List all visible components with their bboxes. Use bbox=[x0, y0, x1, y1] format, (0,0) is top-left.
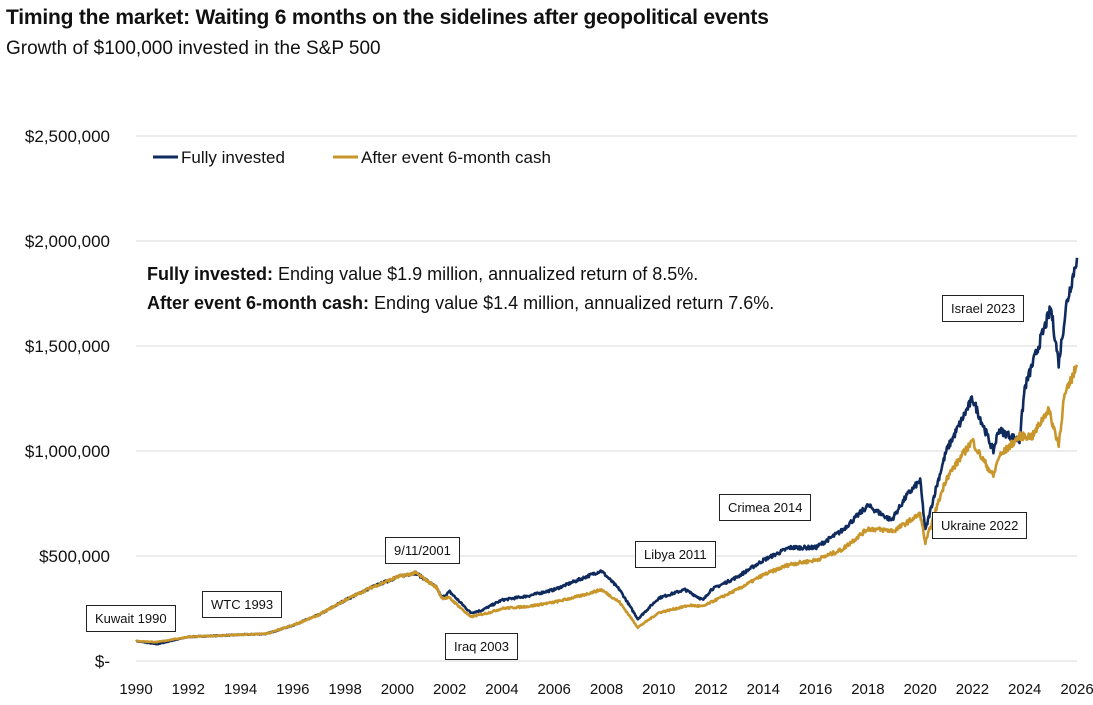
x-tick-label: 1992 bbox=[172, 681, 205, 698]
legend: Fully invested After event 6-month cash bbox=[153, 148, 551, 167]
y-tick-label: $1,000,000 bbox=[25, 442, 110, 461]
annotation-libya-2011: Libya 2011 bbox=[635, 541, 716, 568]
y-tick-label: $2,500,000 bbox=[25, 127, 110, 146]
note-after-event: After event 6-month cash: Ending value $… bbox=[147, 293, 774, 314]
y-tick-label: $1,500,000 bbox=[25, 337, 110, 356]
x-tick-label: 2010 bbox=[642, 681, 675, 698]
chart-subtitle: Growth of $100,000 invested in the S&P 5… bbox=[6, 38, 381, 59]
x-tick-label: 1990 bbox=[119, 681, 152, 698]
x-tick-label: 2004 bbox=[485, 681, 518, 698]
y-tick-label: $2,000,000 bbox=[25, 232, 110, 251]
x-tick-label: 1998 bbox=[328, 681, 361, 698]
note-text: Ending value $1.9 million, annualized re… bbox=[273, 264, 699, 284]
annotation-wtc-1993: WTC 1993 bbox=[202, 591, 283, 618]
x-tick-label: 1996 bbox=[276, 681, 309, 698]
legend-label-after-event: After event 6-month cash bbox=[361, 148, 551, 167]
annotation-ukraine-2022: Ukraine 2022 bbox=[932, 512, 1028, 539]
x-tick-label: 2006 bbox=[538, 681, 571, 698]
x-tick-label: 2018 bbox=[851, 681, 884, 698]
annotation-israel-2023: Israel 2023 bbox=[942, 295, 1025, 322]
x-tick-label: 2022 bbox=[956, 681, 989, 698]
x-tick-label: 2000 bbox=[381, 681, 414, 698]
x-tick-label: 2008 bbox=[590, 681, 623, 698]
annotation-crimea-2014: Crimea 2014 bbox=[719, 494, 812, 521]
x-tick-label: 2014 bbox=[747, 681, 780, 698]
series-line-after-event-cash bbox=[135, 364, 1079, 644]
legend-label-fully-invested: Fully invested bbox=[181, 148, 285, 167]
x-tick-label: 2016 bbox=[799, 681, 832, 698]
note-bold: After event 6-month cash: bbox=[147, 293, 370, 313]
note-fully-invested: Fully invested: Ending value $1.9 millio… bbox=[147, 264, 698, 285]
note-bold: Fully invested: bbox=[147, 264, 274, 284]
chart-title: Timing the market: Waiting 6 months on t… bbox=[6, 6, 769, 29]
x-tick-label: 2024 bbox=[1008, 681, 1041, 698]
annotation-kuwait-1990: Kuwait 1990 bbox=[86, 605, 176, 632]
note-text: Ending value $1.4 million, annualized re… bbox=[369, 293, 775, 313]
y-tick-label: $- bbox=[95, 652, 110, 671]
x-tick-label: 2026 bbox=[1060, 681, 1093, 698]
x-tick-label: 2012 bbox=[694, 681, 727, 698]
y-tick-label: $500,000 bbox=[39, 547, 110, 566]
x-tick-label: 2020 bbox=[903, 681, 936, 698]
annotation-911-2001: 9/11/2001 bbox=[385, 537, 460, 564]
x-tick-label: 2002 bbox=[433, 681, 466, 698]
x-tick-label: 1994 bbox=[224, 681, 257, 698]
annotation-iraq-2003: Iraq 2003 bbox=[445, 633, 518, 660]
